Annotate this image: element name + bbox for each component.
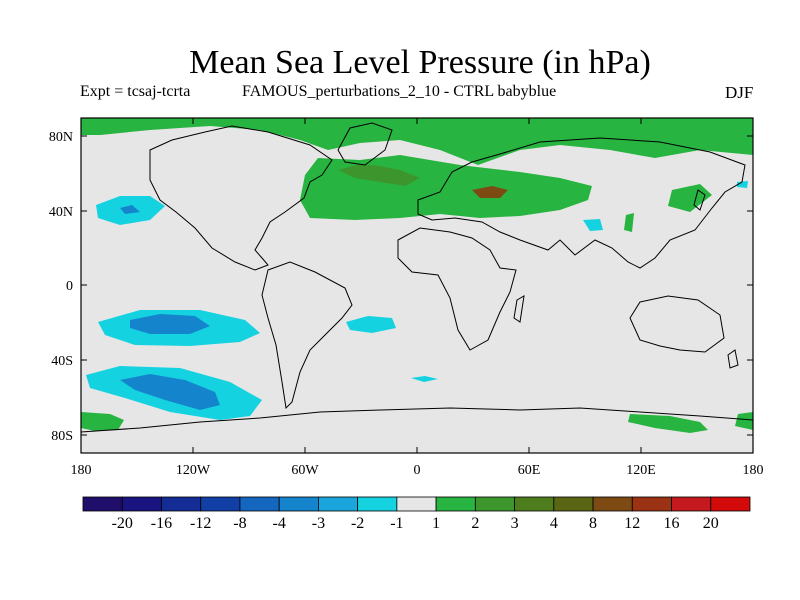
anomaly-core-southern-pacific bbox=[120, 374, 220, 410]
colorbar-label: -12 bbox=[190, 515, 211, 532]
colorbar-label: 8 bbox=[589, 515, 597, 532]
map-panel bbox=[80, 117, 754, 454]
colorbar-label: 3 bbox=[511, 515, 519, 532]
colorbar-swatch bbox=[239, 496, 280, 512]
colorbar-label: 12 bbox=[624, 515, 640, 532]
anomaly-positive-southern-indian bbox=[628, 414, 708, 433]
colorbar-label: 20 bbox=[703, 515, 719, 532]
latitude-axis: 80N 40N 0 40S 80S bbox=[49, 130, 753, 444]
colorbar-swatch bbox=[121, 496, 162, 512]
colorbar-label: -1 bbox=[390, 515, 403, 532]
anomaly-negative-arabian-sea bbox=[583, 219, 603, 231]
coast-australia bbox=[629, 295, 725, 353]
season-label: DJF bbox=[725, 83, 754, 102]
colorbar-label: -4 bbox=[273, 515, 286, 532]
colorbar-label: 2 bbox=[471, 515, 479, 532]
colorbar-swatch bbox=[82, 496, 123, 512]
coastlines bbox=[80, 122, 754, 433]
colorbar-label: 4 bbox=[550, 515, 558, 532]
colorbar-swatch bbox=[200, 496, 241, 512]
lat-tick-label: 80N bbox=[49, 130, 73, 145]
colorbar-swatch bbox=[671, 496, 712, 512]
lon-tick-label: 180 bbox=[743, 463, 764, 478]
colorbar-label: -8 bbox=[233, 515, 246, 532]
colorbar-swatch bbox=[514, 496, 555, 512]
colorbar-label: -16 bbox=[151, 515, 172, 532]
colorbar-swatch bbox=[631, 496, 672, 512]
anomaly-core-tropical-pacific bbox=[130, 314, 210, 334]
anomaly-negative-south-atlantic-small bbox=[411, 376, 438, 382]
colorbar-swatch bbox=[435, 496, 476, 512]
map-title: Mean Sea Level Pressure (in hPa) bbox=[189, 44, 651, 81]
anomaly-positive-north-atlantic bbox=[81, 118, 753, 165]
coast-africa bbox=[397, 227, 517, 351]
anomaly-core-north-pacific bbox=[120, 205, 140, 214]
colorbar-label: 16 bbox=[664, 515, 680, 532]
anomaly-positive-southern-east bbox=[735, 412, 753, 430]
colorbar-swatch bbox=[553, 496, 594, 512]
lat-tick-label: 80S bbox=[51, 429, 73, 444]
lat-tick-label: 40S bbox=[51, 354, 73, 369]
lon-tick-label: 0 bbox=[414, 463, 421, 478]
colorbar-label: -3 bbox=[312, 515, 325, 532]
anomaly-positive-east-asia bbox=[624, 213, 634, 232]
coast-new-zealand bbox=[727, 349, 739, 369]
colorbar-swatch bbox=[278, 496, 319, 512]
anomaly-core-northern-europe bbox=[472, 186, 508, 198]
coast-south-america bbox=[261, 261, 353, 410]
lat-tick-label: 0 bbox=[66, 279, 73, 294]
anomaly-negative-south-atlantic bbox=[346, 316, 396, 333]
lon-tick-label: 180 bbox=[71, 463, 92, 478]
coast-japan bbox=[693, 189, 706, 211]
lon-tick-label: 120E bbox=[626, 463, 656, 478]
colorbar-swatch bbox=[710, 496, 751, 512]
colorbar-label: -2 bbox=[351, 515, 364, 532]
coast-greenland bbox=[337, 122, 393, 166]
coast-north-america bbox=[149, 125, 333, 271]
colorbar-swatch bbox=[396, 496, 437, 512]
coast-antarctica bbox=[80, 407, 754, 433]
dataset-label: FAMOUS_perturbations_2_10 - CTRL babyblu… bbox=[242, 83, 557, 100]
lon-tick-label: 60W bbox=[291, 463, 319, 478]
colorbar-swatch bbox=[318, 496, 359, 512]
longitude-axis: 180 120W 60W 0 60E 120E 180 bbox=[71, 118, 764, 478]
lat-tick-label: 40N bbox=[49, 205, 73, 220]
colorbar-label: -20 bbox=[112, 515, 133, 532]
colorbar-label: 1 bbox=[432, 515, 440, 532]
colorbar: -20 -16 -12 -8 -4 -3 -2 -1 1 2 3 4 8 12 16 20 bbox=[82, 496, 751, 532]
anomaly-positive-japan bbox=[668, 184, 712, 212]
coast-eurasia bbox=[417, 137, 746, 269]
lon-tick-label: 60E bbox=[518, 463, 541, 478]
anomaly-core-labrador bbox=[338, 164, 420, 186]
experiment-label: Expt = tcsaj-tcrta bbox=[80, 83, 191, 100]
colorbar-swatch bbox=[357, 496, 398, 512]
coast-madagascar bbox=[513, 295, 525, 323]
colorbar-swatch bbox=[161, 496, 202, 512]
colorbar-swatch bbox=[592, 496, 633, 512]
lon-tick-label: 120W bbox=[176, 463, 211, 478]
anomaly-positive-southern-pacific-west bbox=[81, 412, 124, 431]
colorbar-swatch bbox=[474, 496, 515, 512]
